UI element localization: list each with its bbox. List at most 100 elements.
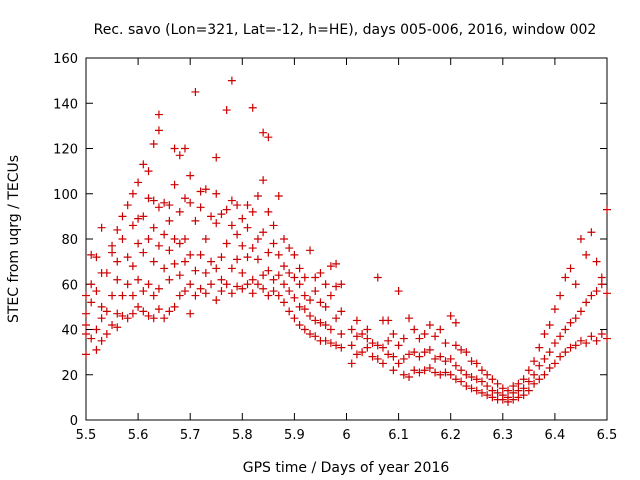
data-point bbox=[467, 357, 476, 366]
x-tick-label: 5.9 bbox=[284, 428, 305, 443]
data-point bbox=[201, 235, 210, 243]
data-point bbox=[212, 264, 221, 273]
data-point bbox=[285, 244, 294, 253]
data-point bbox=[326, 339, 335, 348]
data-point bbox=[134, 239, 143, 248]
data-point bbox=[587, 291, 596, 300]
data-point bbox=[514, 379, 523, 388]
data-point bbox=[373, 341, 382, 350]
data-point bbox=[597, 330, 606, 339]
data-point bbox=[97, 223, 106, 232]
data-point bbox=[441, 339, 450, 348]
data-point bbox=[384, 350, 393, 359]
data-point bbox=[389, 352, 398, 361]
data-point bbox=[180, 194, 189, 203]
data-point bbox=[300, 273, 309, 282]
data-point bbox=[191, 266, 200, 275]
data-point bbox=[519, 391, 528, 400]
data-point bbox=[488, 375, 497, 384]
data-point bbox=[358, 330, 367, 339]
x-tick-label: 6.3 bbox=[492, 428, 513, 443]
data-point bbox=[410, 325, 419, 334]
data-point bbox=[92, 287, 101, 296]
data-point bbox=[519, 375, 528, 384]
data-point bbox=[285, 268, 294, 277]
x-tick-label: 6.2 bbox=[440, 428, 461, 443]
data-point bbox=[550, 359, 559, 368]
data-point bbox=[363, 334, 372, 343]
data-point bbox=[488, 386, 497, 395]
data-point bbox=[535, 375, 544, 384]
data-point bbox=[337, 280, 346, 289]
x-tick-label: 6.1 bbox=[388, 428, 409, 443]
data-point bbox=[186, 280, 195, 289]
data-point bbox=[587, 332, 596, 341]
data-point bbox=[431, 332, 440, 341]
data-point bbox=[462, 348, 471, 357]
data-point bbox=[212, 296, 221, 305]
data-point bbox=[378, 343, 387, 352]
data-point bbox=[139, 212, 148, 221]
data-point bbox=[326, 291, 335, 300]
data-point bbox=[462, 382, 471, 391]
data-point bbox=[441, 368, 450, 377]
data-point bbox=[405, 314, 414, 323]
data-point bbox=[238, 268, 247, 277]
data-point bbox=[332, 341, 341, 350]
data-point bbox=[186, 250, 195, 259]
data-point bbox=[227, 76, 236, 85]
data-point bbox=[149, 196, 158, 205]
data-point bbox=[212, 153, 221, 162]
data-point bbox=[451, 361, 460, 370]
data-point bbox=[269, 287, 278, 296]
data-point bbox=[295, 280, 304, 289]
data-point bbox=[399, 354, 408, 363]
data-point bbox=[139, 248, 148, 257]
data-point bbox=[165, 216, 174, 225]
data-point bbox=[134, 302, 143, 311]
data-point bbox=[373, 354, 382, 363]
data-point bbox=[311, 273, 320, 282]
data-point bbox=[509, 388, 518, 397]
data-point bbox=[311, 332, 320, 341]
data-point bbox=[128, 262, 137, 271]
data-point bbox=[436, 370, 445, 379]
data-point bbox=[102, 268, 111, 277]
data-point bbox=[592, 336, 601, 345]
data-point bbox=[332, 259, 341, 268]
data-point bbox=[451, 341, 460, 350]
data-point bbox=[160, 198, 169, 207]
data-point bbox=[384, 336, 393, 345]
data-point bbox=[556, 352, 565, 361]
data-point bbox=[82, 330, 90, 339]
data-point bbox=[144, 167, 153, 176]
data-points bbox=[82, 76, 611, 406]
data-point bbox=[248, 103, 257, 112]
data-point bbox=[212, 219, 221, 228]
data-point bbox=[113, 225, 122, 234]
data-point bbox=[431, 368, 440, 377]
y-tick-label: 140 bbox=[53, 97, 78, 112]
data-point bbox=[332, 282, 341, 291]
data-point bbox=[144, 311, 153, 320]
x-axis-label: GPS time / Days of year 2016 bbox=[243, 460, 450, 476]
data-point bbox=[227, 221, 236, 230]
data-point bbox=[368, 352, 377, 361]
data-point bbox=[82, 309, 90, 318]
data-point bbox=[233, 282, 242, 291]
data-point bbox=[175, 271, 184, 280]
data-point bbox=[102, 307, 111, 316]
data-point bbox=[243, 223, 252, 232]
data-point bbox=[165, 246, 174, 255]
data-point bbox=[358, 348, 367, 357]
data-point bbox=[149, 139, 158, 148]
data-point bbox=[144, 280, 153, 289]
data-point bbox=[441, 357, 450, 366]
data-point bbox=[509, 382, 518, 391]
x-tick-label: 6.4 bbox=[545, 428, 566, 443]
data-point bbox=[457, 366, 466, 375]
data-point bbox=[227, 264, 236, 273]
data-point bbox=[207, 257, 216, 266]
y-tick-label: 40 bbox=[61, 324, 78, 339]
